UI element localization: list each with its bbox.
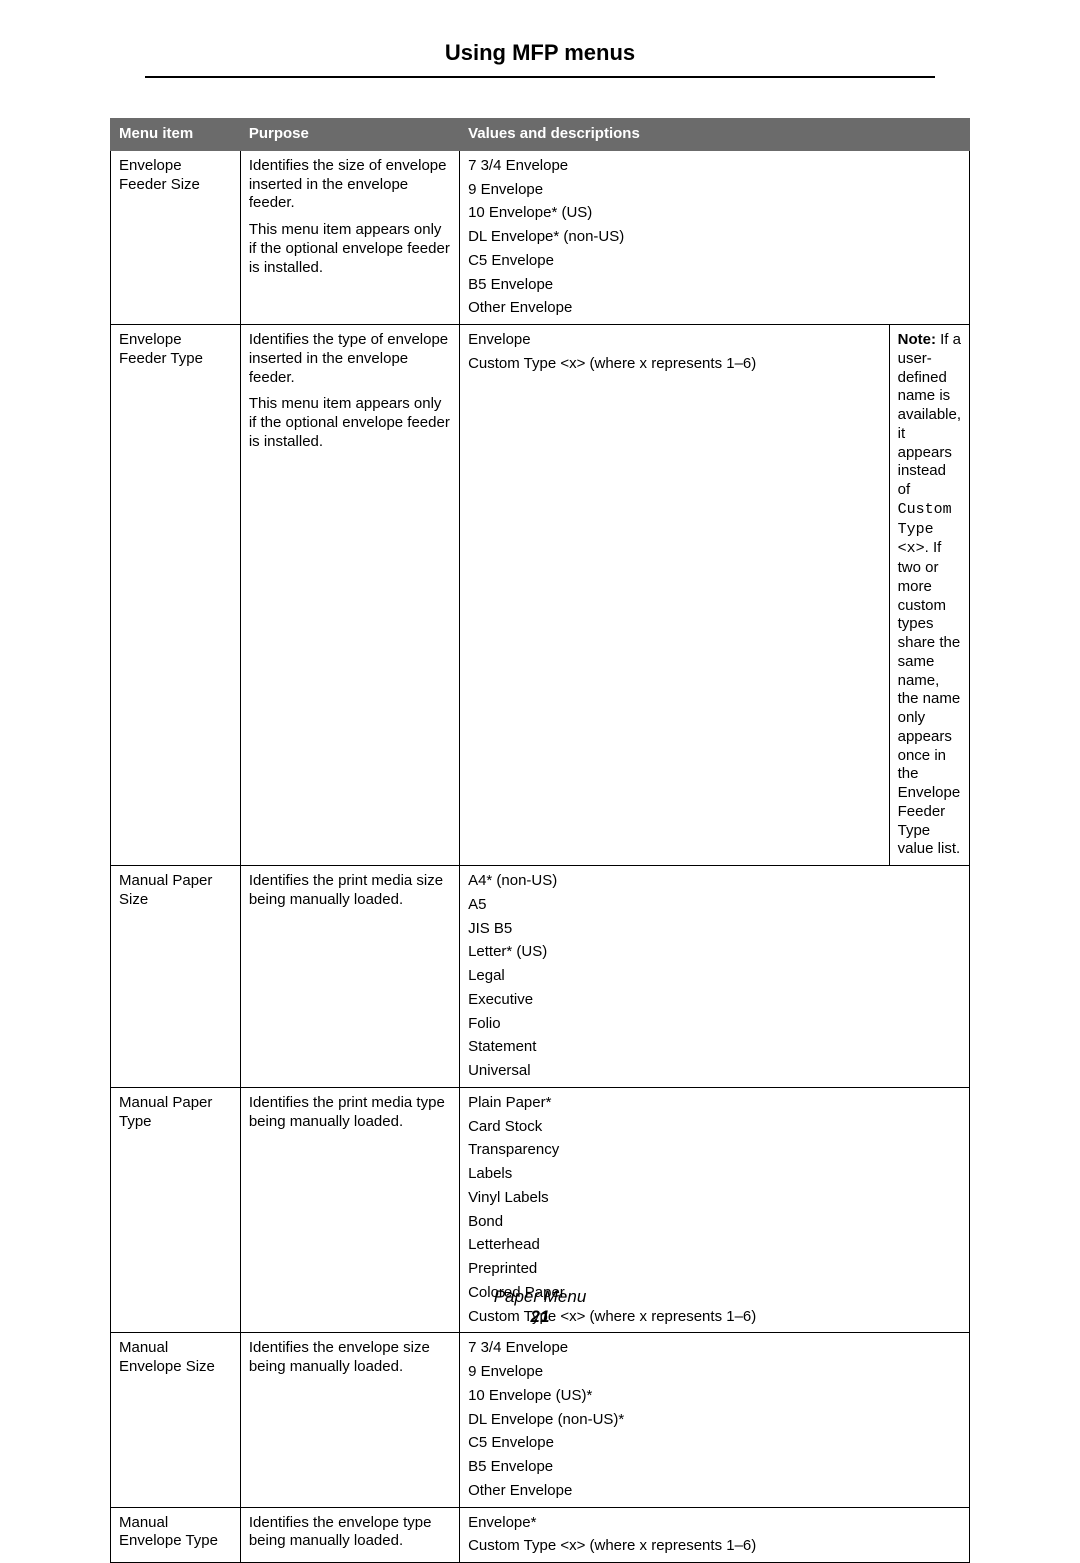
- table-row: Manual Envelope SizeIdentifies the envel…: [111, 1333, 970, 1507]
- purpose-text: Identifies the envelope size being manua…: [249, 1339, 451, 1377]
- table-body: Envelope Feeder SizeIdentifies the size …: [111, 150, 970, 1562]
- value-item: DL Envelope* (non-US): [468, 228, 961, 247]
- purpose-text: Identifies the print media size being ma…: [249, 872, 451, 910]
- values-cell: Envelope* Custom Type <x> (where x repres…: [460, 1507, 970, 1563]
- value-item: Custom Type <x> (where x represents 1–6): [468, 1537, 961, 1556]
- value-item: A4* (non-US): [468, 872, 961, 891]
- value-item: Preprinted: [468, 1260, 961, 1279]
- value-item: Vinyl Labels: [468, 1189, 961, 1208]
- col-header-values: Values and descriptions: [460, 119, 970, 151]
- menu-table: Menu item Purpose Values and description…: [110, 118, 970, 1563]
- purpose-text: This menu item appears only if the optio…: [249, 221, 451, 277]
- footer-page-number: 21: [0, 1307, 1080, 1327]
- value-item: 7 3/4 Envelope: [468, 1339, 961, 1358]
- values-note-cell: Note: If a user-defined name is availabl…: [889, 325, 969, 866]
- col-header-menu-item: Menu item: [111, 119, 241, 151]
- note-text: Note: If a user-defined name is availabl…: [898, 331, 961, 857]
- value-item: Bond: [468, 1213, 961, 1232]
- purpose-text: This menu item appears only if the optio…: [249, 395, 451, 451]
- value-item: A5: [468, 896, 961, 915]
- purpose-cell: Identifies the print media size being ma…: [240, 866, 459, 1088]
- value-item: Folio: [468, 1015, 961, 1034]
- value-item: Statement: [468, 1038, 961, 1057]
- value-item: Transparency: [468, 1141, 961, 1160]
- value-item: Card Stock: [468, 1118, 961, 1137]
- value-item: Other Envelope: [468, 1482, 961, 1501]
- menu-item-cell: Manual Envelope Size: [111, 1333, 241, 1507]
- value-item: JIS B5: [468, 920, 961, 939]
- value-item: 9 Envelope: [468, 181, 961, 200]
- value-item: C5 Envelope: [468, 252, 961, 271]
- value-item: Letterhead: [468, 1236, 961, 1255]
- value-item: Executive: [468, 991, 961, 1010]
- value-item: C5 Envelope: [468, 1434, 961, 1453]
- value-item: 10 Envelope* (US): [468, 204, 961, 223]
- values-cell: A4* (non-US) A5 JIS B5 Letter* (US) Legal Exe…: [460, 866, 970, 1088]
- purpose-cell: Identifies the size of envelope inserted…: [240, 150, 459, 324]
- page-footer: Paper Menu 21: [0, 1287, 1080, 1327]
- value-item: Legal: [468, 967, 961, 986]
- footer-section: Paper Menu: [0, 1287, 1080, 1307]
- value-item: 9 Envelope: [468, 1363, 961, 1382]
- purpose-cell: Identifies the envelope type being manua…: [240, 1507, 459, 1563]
- menu-item-cell: Manual Envelope Type: [111, 1507, 241, 1563]
- title-rule: [145, 76, 935, 78]
- value-item: DL Envelope (non-US)*: [468, 1411, 961, 1430]
- menu-item-cell: Envelope Feeder Type: [111, 325, 241, 866]
- value-item: Envelope*: [468, 1514, 961, 1533]
- value-item: Plain Paper*: [468, 1094, 961, 1113]
- value-item: Other Envelope: [468, 299, 961, 318]
- menu-item-cell: Manual Paper Size: [111, 866, 241, 1088]
- value-item: Custom Type <x> (where x represents 1–6): [468, 355, 881, 374]
- purpose-text: Identifies the type of envelope inserted…: [249, 331, 451, 387]
- value-item: Letter* (US): [468, 943, 961, 962]
- table-row: Envelope Feeder SizeIdentifies the size …: [111, 150, 970, 324]
- values-cell: 7 3/4 Envelope 9 Envelope 10 Envelope* (US…: [460, 150, 970, 324]
- menu-item-cell: Envelope Feeder Size: [111, 150, 241, 324]
- value-item: B5 Envelope: [468, 1458, 961, 1477]
- table-row: Manual Paper SizeIdentifies the print me…: [111, 866, 970, 1088]
- table-header: Menu item Purpose Values and description…: [111, 119, 970, 151]
- purpose-text: Identifies the print media type being ma…: [249, 1094, 451, 1132]
- table-row: Manual Envelope TypeIdentifies the envel…: [111, 1507, 970, 1563]
- page-title: Using MFP menus: [110, 40, 970, 76]
- purpose-text: Identifies the envelope type being manua…: [249, 1514, 451, 1552]
- value-item: 7 3/4 Envelope: [468, 157, 961, 176]
- value-item: B5 Envelope: [468, 276, 961, 295]
- values-cell: 7 3/4 Envelope 9 Envelope 10 Envelope (US)…: [460, 1333, 970, 1507]
- value-item: 10 Envelope (US)*: [468, 1387, 961, 1406]
- purpose-cell: Identifies the type of envelope inserted…: [240, 325, 459, 866]
- purpose-cell: Identifies the envelope size being manua…: [240, 1333, 459, 1507]
- document-page: Using MFP menus Menu item Purpose Values…: [0, 0, 1080, 1397]
- values-cell: Envelope Custom Type <x> (where x represe…: [460, 325, 890, 866]
- purpose-text: Identifies the size of envelope inserted…: [249, 157, 451, 213]
- value-item: Envelope: [468, 331, 881, 350]
- col-header-purpose: Purpose: [240, 119, 459, 151]
- value-item: Universal: [468, 1062, 961, 1081]
- table-row: Envelope Feeder TypeIdentifies the type …: [111, 325, 970, 866]
- value-item: Labels: [468, 1165, 961, 1184]
